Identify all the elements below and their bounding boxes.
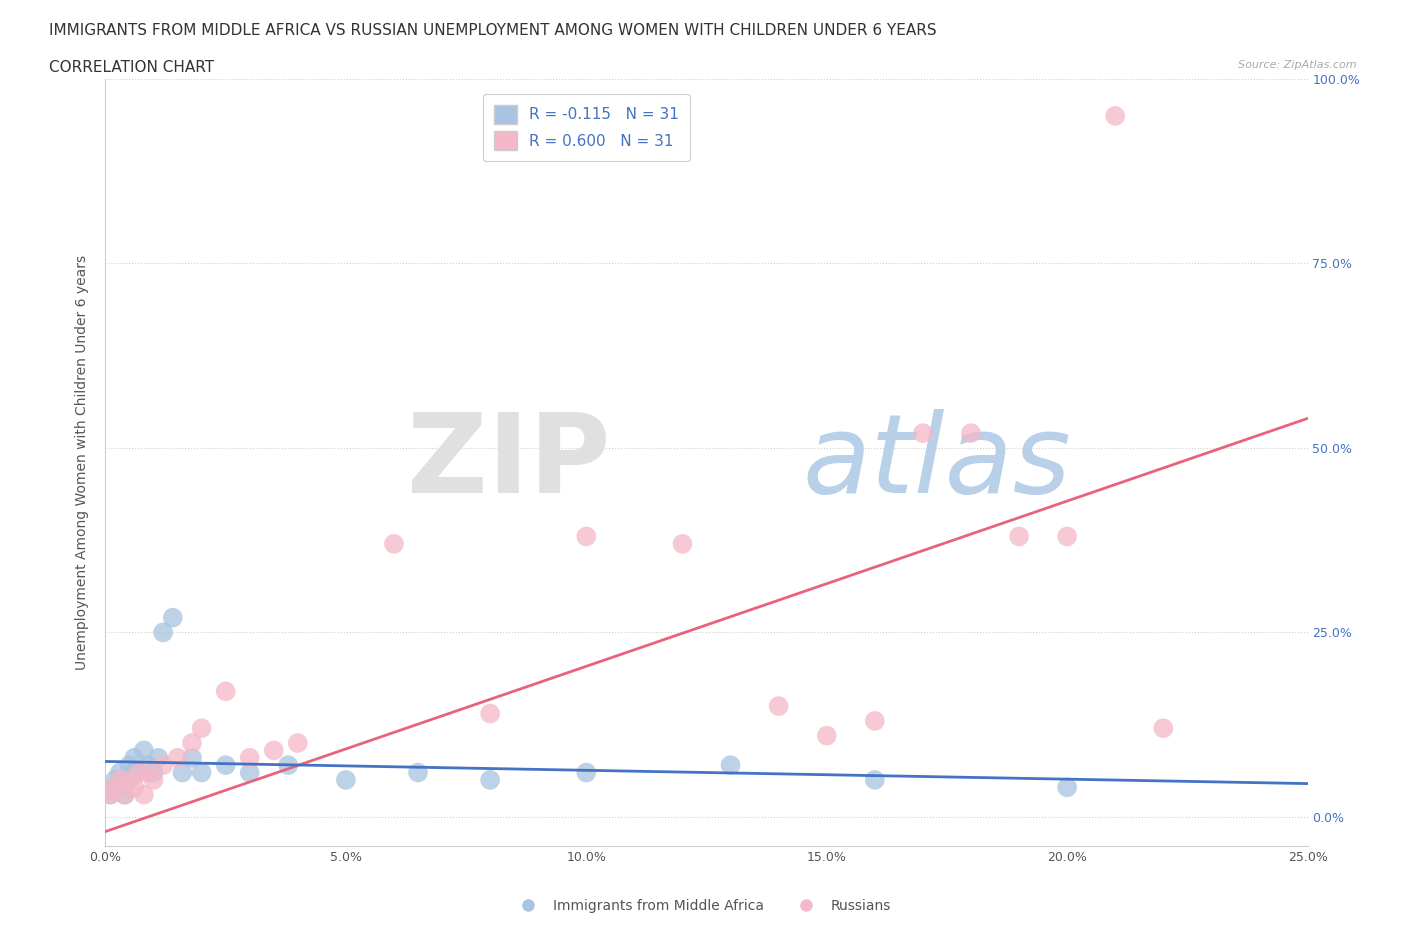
- Point: [132, 787, 155, 802]
- Point: [720, 758, 742, 773]
- Point: [104, 780, 127, 795]
- Point: [479, 773, 502, 788]
- Point: [181, 736, 204, 751]
- Point: [479, 706, 502, 721]
- Point: [152, 758, 174, 773]
- Point: [1104, 109, 1126, 124]
- Point: [114, 773, 136, 788]
- Point: [114, 787, 136, 802]
- Point: [118, 758, 141, 773]
- Point: [1008, 529, 1031, 544]
- Point: [575, 529, 598, 544]
- Point: [335, 773, 357, 788]
- Point: [277, 758, 299, 773]
- Point: [104, 780, 127, 795]
- Point: [108, 780, 131, 795]
- Point: [142, 765, 165, 780]
- Point: [124, 751, 146, 765]
- Point: [118, 773, 141, 788]
- Point: [239, 765, 262, 780]
- Point: [214, 758, 236, 773]
- Text: IMMIGRANTS FROM MIDDLE AFRICA VS RUSSIAN UNEMPLOYMENT AMONG WOMEN WITH CHILDREN : IMMIGRANTS FROM MIDDLE AFRICA VS RUSSIAN…: [49, 23, 936, 38]
- Point: [671, 537, 693, 551]
- Point: [287, 736, 309, 751]
- Point: [124, 780, 146, 795]
- Point: [863, 773, 886, 788]
- Point: [1056, 780, 1078, 795]
- Point: [138, 765, 160, 780]
- Text: CORRELATION CHART: CORRELATION CHART: [49, 60, 214, 75]
- Point: [124, 765, 146, 780]
- Point: [148, 751, 170, 765]
- Point: [98, 787, 121, 802]
- Y-axis label: Unemployment Among Women with Children Under 6 years: Unemployment Among Women with Children U…: [76, 255, 90, 671]
- Point: [172, 765, 194, 780]
- Legend: Immigrants from Middle Africa, Russians: Immigrants from Middle Africa, Russians: [509, 894, 897, 919]
- Point: [142, 773, 165, 788]
- Point: [98, 787, 121, 802]
- Legend: R = -0.115   N = 31, R = 0.600   N = 31: R = -0.115 N = 31, R = 0.600 N = 31: [484, 94, 689, 161]
- Point: [1056, 529, 1078, 544]
- Point: [108, 765, 131, 780]
- Point: [118, 773, 141, 788]
- Point: [960, 426, 983, 441]
- Point: [214, 684, 236, 698]
- Text: Source: ZipAtlas.com: Source: ZipAtlas.com: [1239, 60, 1357, 71]
- Point: [190, 765, 212, 780]
- Point: [108, 773, 131, 788]
- Point: [239, 751, 262, 765]
- Text: atlas: atlas: [803, 409, 1071, 516]
- Point: [104, 773, 127, 788]
- Point: [128, 765, 150, 780]
- Point: [190, 721, 212, 736]
- Point: [1152, 721, 1174, 736]
- Point: [911, 426, 934, 441]
- Point: [815, 728, 838, 743]
- Point: [114, 787, 136, 802]
- Point: [181, 751, 204, 765]
- Point: [162, 610, 184, 625]
- Point: [263, 743, 285, 758]
- Point: [166, 751, 188, 765]
- Point: [128, 765, 150, 780]
- Point: [152, 625, 174, 640]
- Point: [406, 765, 429, 780]
- Point: [138, 758, 160, 773]
- Point: [863, 713, 886, 728]
- Point: [132, 743, 155, 758]
- Text: ZIP: ZIP: [406, 409, 610, 516]
- Point: [382, 537, 405, 551]
- Point: [575, 765, 598, 780]
- Point: [768, 698, 790, 713]
